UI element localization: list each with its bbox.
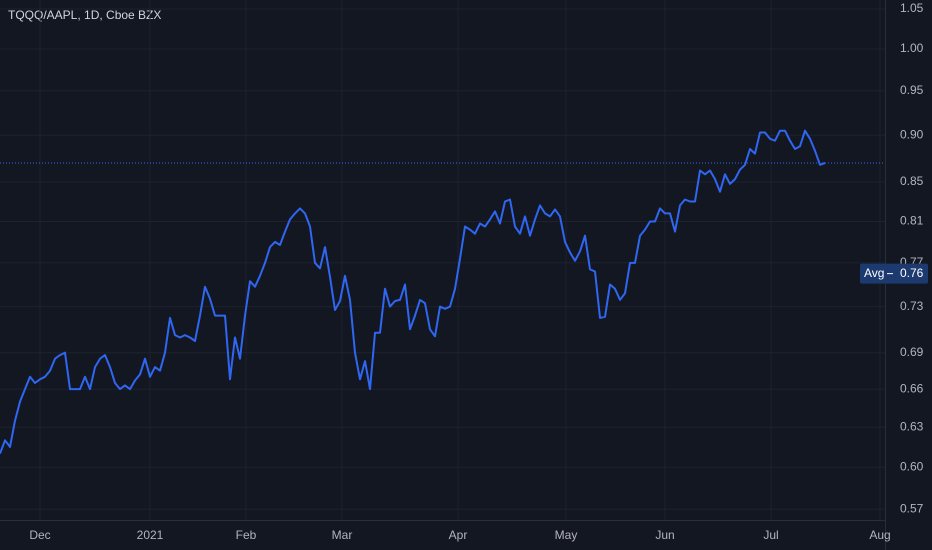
x-tick-label: Apr [449,528,468,542]
avg-label-box [860,263,928,284]
x-tick-label: May [555,528,578,542]
x-tick-label: Jul [763,528,778,542]
avg-label: Avg [864,266,884,280]
price-line [0,129,826,454]
x-tick-label: Dec [29,528,50,542]
y-tick-label: 0.81 [900,214,924,228]
x-tick-label: Feb [236,528,257,542]
y-tick-label: 0.57 [900,501,924,515]
y-tick-label: 0.73 [900,299,924,313]
x-tick-label: Aug [869,528,890,542]
x-tick-label: Jun [655,528,674,542]
y-tick-label: 0.60 [900,459,924,473]
y-tick-label: 0.85 [900,174,924,188]
y-tick-label: 1.00 [900,41,924,55]
y-tick-label: 1.05 [900,1,924,15]
y-tick-label: 0.63 [900,419,924,433]
y-tick-label: 0.90 [900,127,924,141]
avg-value: 0.76 [900,266,924,280]
y-tick-label: 0.66 [900,381,924,395]
y-tick-label: 0.69 [900,345,924,359]
chart-title: TQQQ/AAPL, 1D, Cboe BZX [8,8,161,22]
y-tick-label: 0.95 [900,83,924,97]
x-tick-label: 2021 [137,528,164,542]
x-tick-label: Mar [332,528,353,542]
